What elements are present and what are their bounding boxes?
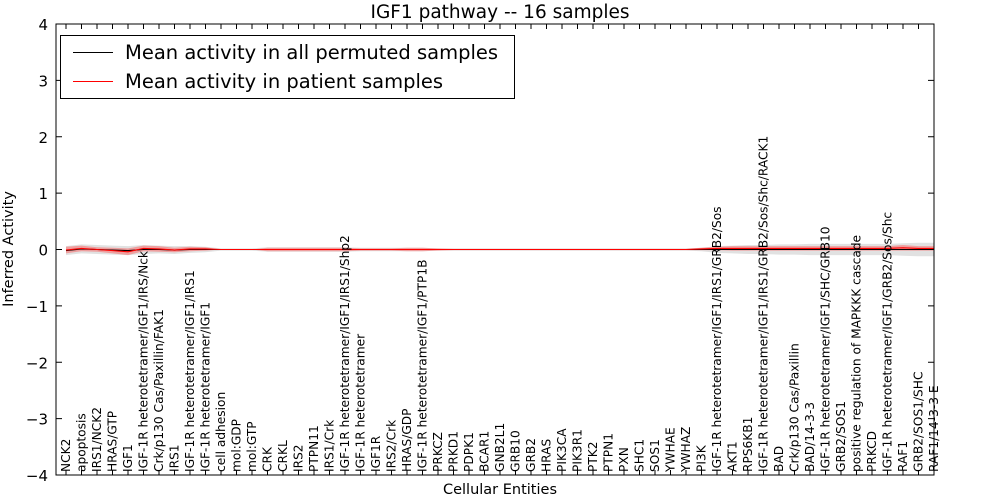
xtick-label: HRAS/GTP — [106, 411, 120, 472]
xtick-label: Crk/p130 Cas/Paxillin/FAK1 — [152, 309, 166, 472]
xtick-label: PRKCZ — [431, 432, 445, 472]
xtick-label: AKT1 — [726, 441, 740, 472]
chart-title: IGF1 pathway -- 16 samples — [371, 2, 630, 23]
xtick-label: PTPN1 — [602, 433, 616, 472]
xtick-label: CRKL — [276, 440, 290, 472]
xtick-label: PI3K — [695, 444, 709, 472]
xtick-label: IGF-1R heterotetramer/IGF1/IRS1/GRB2/Sos… — [757, 136, 771, 472]
xtick-label: RPS6KB1 — [741, 417, 755, 472]
y-axis-label: Inferred Activity — [1, 191, 17, 307]
xtick-label: IGF-1R heterotetramer/IGF1/IRS/Nck — [137, 250, 151, 472]
xtick-label: Crk/p130 Cas/Paxillin — [788, 343, 802, 472]
xtick-label: PRKCD — [865, 431, 879, 472]
xtick-label: IGF-1R heterotetramer/IGF1/IRS1/GRB2/Sos — [710, 206, 724, 472]
legend-item-patient: Mean activity in patient samples — [61, 69, 514, 95]
xtick-label: BCAR1 — [478, 431, 492, 472]
xtick-label: IRS1/Crk — [323, 419, 337, 472]
xtick-label: RAF1 — [896, 441, 910, 472]
xtick-label: CRK — [261, 446, 275, 472]
xtick-label: HRAS — [540, 439, 554, 472]
ytick-label: 0 — [38, 242, 48, 260]
xtick-label: mol:GDP — [230, 419, 244, 472]
xtick-label: cell adhesion — [214, 392, 228, 472]
xtick-label: IGF1 — [121, 444, 135, 472]
ytick-label: −3 — [26, 411, 48, 429]
xtick-label: IGF-1R heterotetramer/IGF1/IRS1/Shp2 — [338, 235, 352, 472]
ytick-label: −2 — [26, 354, 48, 372]
legend: Mean activity in all permuted samples Me… — [60, 35, 515, 99]
legend-label-permuted: Mean activity in all permuted samples — [125, 41, 499, 64]
xtick-label: IRS1 — [168, 444, 182, 472]
xtick-label: RAF1/14-3-3 E — [927, 385, 941, 472]
xtick-label: PTK2 — [586, 441, 600, 472]
legend-label-patient: Mean activity in patient samples — [125, 70, 444, 93]
xtick-layer: NCK2 apoptosis IRS1/NCK2 HRAS/GTP IGF1 IGF-1R… — [59, 24, 941, 475]
xtick-label: SHC1 — [633, 439, 647, 472]
ytick-label: −4 — [26, 467, 48, 485]
ytick-layer: −4 −3 −2 −1 0 1 2 3 4 — [26, 16, 934, 485]
xtick-label: HRAS/GDP — [400, 409, 414, 473]
xtick-label: BAD — [772, 446, 786, 472]
xtick-label: SOS1 — [648, 439, 662, 472]
xtick-label: IGF1R — [369, 435, 383, 472]
xtick-label: IGF-1R heterotetramer/IGF1 — [199, 302, 213, 472]
line-series-1 — [65, 247, 934, 253]
ytick-label: 1 — [38, 185, 48, 203]
xtick-label: IRS1/NCK2 — [90, 407, 104, 472]
xtick-label: PDPK1 — [462, 432, 476, 472]
xtick-label: PRKD1 — [447, 431, 461, 472]
xtick-label: GRB2 — [524, 438, 538, 472]
legend-swatch-patient — [73, 81, 113, 82]
xtick-label: PIK3R1 — [571, 429, 585, 472]
legend-item-permuted: Mean activity in all permuted samples — [61, 40, 514, 66]
xtick-label: IGF-1R heterotetramer/IGF1/GRB2/Sos/Shc — [881, 212, 895, 472]
line-layer — [65, 247, 934, 253]
xtick-label: positive regulation of MAPKKK cascade — [850, 235, 864, 472]
ytick-label: −1 — [26, 298, 48, 316]
xtick-label: PTPN11 — [307, 425, 321, 472]
xtick-label: mol:GTP — [245, 421, 259, 472]
xtick-label: apoptosis — [75, 413, 89, 472]
xtick-label: GRB2/SOS1 — [834, 401, 848, 472]
ytick-label: 2 — [38, 129, 48, 147]
x-axis-label: Cellular Entities — [443, 482, 557, 498]
xtick-label: GRB10 — [509, 430, 523, 472]
xtick-label: GNB2L1 — [493, 423, 507, 472]
xtick-label: IGF-1R heterotetramer/IGF1/IRS1 — [183, 270, 197, 472]
legend-swatch-permuted — [73, 52, 113, 53]
xtick-label: IGF-1R heterotetramer/IGF1/PTP1B — [416, 260, 430, 472]
xtick-label: IGF-1R heterotetramer/IGF1/SHC/GRB10 — [819, 227, 833, 472]
xtick-label: IRS2/Crk — [385, 419, 399, 472]
ytick-label: 3 — [38, 72, 48, 90]
xtick-label: PIK3CA — [555, 428, 569, 472]
xtick-label: IGF-1R heterotetramer — [354, 333, 368, 472]
xtick-label: PXN — [617, 447, 631, 472]
xtick-label: NCK2 — [59, 439, 73, 472]
xtick-label: YWHAZ — [679, 427, 693, 473]
xtick-label: GRB2/SOS1/SHC — [912, 372, 926, 472]
xtick-label: IRS2 — [292, 444, 306, 472]
ytick-label: 4 — [38, 16, 48, 34]
xtick-label: BAD/14-3-3 — [803, 402, 817, 472]
xtick-label: YWHAE — [664, 427, 678, 473]
